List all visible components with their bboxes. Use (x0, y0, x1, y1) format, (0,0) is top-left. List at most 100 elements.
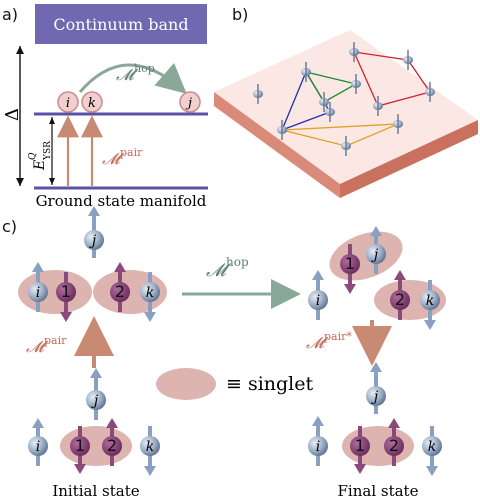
continuum-band-label: Continuum band (53, 15, 188, 34)
spin-k: k (140, 272, 160, 322)
svg-text:j: j (91, 393, 99, 409)
panel-b: b) (214, 5, 478, 198)
spin-j-final-bottom: j (366, 362, 386, 414)
svg-text:j: j (371, 247, 379, 263)
panel-b-label: b) (232, 5, 248, 24)
hop-arc (78, 62, 187, 94)
spin-k-final: k (422, 426, 442, 476)
svg-text:k: k (426, 293, 434, 309)
svg-text:Q: Q (28, 152, 38, 160)
svg-text:hop: hop (134, 62, 155, 75)
site-i-a: i (57, 91, 79, 113)
spin-i: i (28, 262, 48, 312)
site-k-a: k (81, 91, 103, 113)
singlet-legend-swatch (156, 368, 216, 400)
panel-a: a) Continuum band Δ E YSR Q 𝓜 hop (2, 4, 208, 210)
slab-left-side (214, 92, 340, 198)
svg-text:k: k (146, 439, 154, 455)
svg-text:pair*: pair* (324, 330, 352, 343)
svg-text:2: 2 (395, 290, 405, 309)
panel-c: c) j i (2, 206, 446, 500)
spin-i-initial: i (28, 418, 48, 466)
continuum-band (35, 4, 207, 44)
spin-j-initial: j (86, 368, 106, 420)
electron-2: 2 (110, 262, 130, 312)
site-j-a: j (179, 91, 201, 113)
svg-text:j: j (185, 96, 192, 111)
atom (393, 114, 403, 134)
atom (253, 84, 263, 104)
initial-state-label: Initial state (52, 482, 139, 500)
delta-arrowhead-top (16, 46, 24, 54)
orange-cluster (281, 123, 399, 147)
svg-text:i: i (36, 439, 40, 455)
state-top-left: j i 1 2 (18, 206, 167, 322)
electron-1-initial: 1 (70, 426, 90, 474)
svg-text:2: 2 (389, 436, 399, 455)
electron-2-initial: 2 (102, 418, 122, 466)
atom (425, 82, 435, 102)
svg-text:1: 1 (355, 436, 365, 455)
spin-k-top-right: k (420, 280, 440, 330)
slab-right-side (340, 120, 478, 198)
svg-text:𝓜: 𝓜 (306, 333, 329, 352)
atom (373, 96, 383, 116)
electron-1-final-top: 1 (340, 244, 360, 294)
spin-j-final: j (366, 226, 386, 274)
svg-text:1: 1 (75, 436, 85, 455)
svg-text:pair: pair (120, 146, 143, 159)
atom (349, 42, 359, 62)
m-hop-label-a: 𝓜 hop (116, 62, 155, 84)
svg-text:𝓜: 𝓜 (102, 149, 125, 168)
svg-text:j: j (371, 389, 379, 405)
electron-2-final-top: 2 (390, 270, 410, 320)
svg-text:2: 2 (115, 282, 125, 301)
svg-text:𝓜: 𝓜 (206, 260, 232, 281)
svg-text:i: i (66, 96, 70, 111)
eysr-arrowhead-bottom (49, 178, 55, 185)
atom (319, 92, 329, 112)
svg-text:j: j (89, 233, 97, 249)
spin-i-top-right: i (308, 270, 328, 320)
svg-text:YSR: YSR (43, 141, 53, 161)
electron-1-final: 1 (350, 426, 370, 474)
svg-text:hop: hop (226, 255, 249, 269)
spin-i-final-bottom: i (308, 416, 328, 466)
state-final: j i 1 2 (308, 362, 442, 500)
svg-text:E: E (32, 160, 48, 171)
svg-text:2: 2 (107, 436, 117, 455)
final-state-label: Final state (338, 482, 419, 500)
svg-text:𝓜: 𝓜 (26, 337, 49, 356)
svg-text:1: 1 (345, 254, 355, 273)
svg-text:i: i (36, 285, 40, 301)
state-top-right: 1 j i 2 (308, 226, 446, 330)
green-cluster (305, 71, 358, 103)
state-initial: j i 1 2 (28, 368, 160, 500)
svg-text:i: i (316, 293, 320, 309)
delta-arrowhead-bottom (16, 178, 24, 186)
electron-1: 1 (56, 272, 76, 322)
svg-text:k: k (88, 96, 96, 111)
m-pair-label-right: 𝓜 pair* (306, 330, 352, 352)
svg-text:i: i (316, 439, 320, 455)
eysr-label: E YSR Q (28, 141, 53, 171)
atom (277, 120, 287, 140)
delta-label: Δ (2, 108, 23, 121)
panel-c-label: c) (2, 217, 17, 236)
spin-j: j (84, 206, 104, 258)
svg-text:k: k (428, 439, 436, 455)
atom (351, 74, 361, 94)
atom (325, 102, 335, 122)
slab-top (214, 30, 478, 184)
svg-text:k: k (146, 285, 154, 301)
atom (301, 62, 311, 82)
atom (341, 136, 351, 156)
atom (403, 50, 413, 70)
m-pair-label-a: 𝓜 pair (102, 146, 143, 168)
electron-2-final: 2 (384, 418, 404, 466)
atoms (253, 42, 435, 156)
ground-state-label: Ground state manifold (36, 192, 207, 210)
eysr-arrowhead-top (49, 117, 55, 124)
svg-text:1: 1 (61, 282, 71, 301)
